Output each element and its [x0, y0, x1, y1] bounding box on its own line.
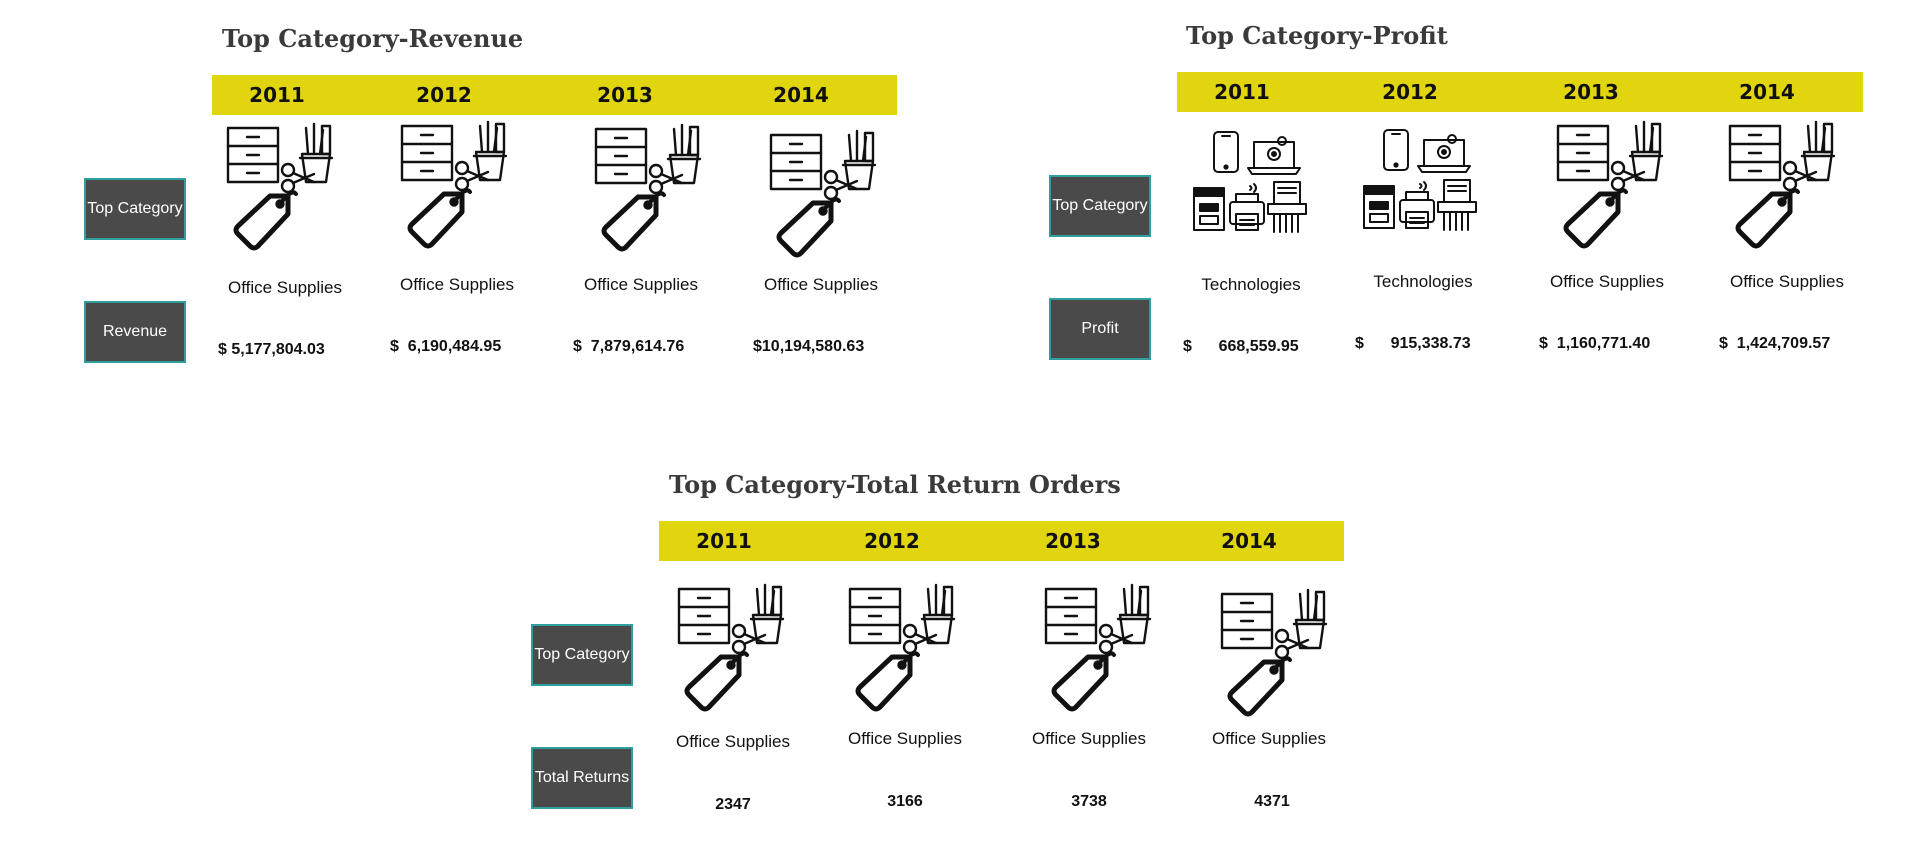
profit-value: $ 915,338.73 — [1355, 335, 1471, 352]
office-supplies-icon — [222, 122, 342, 258]
year-header: 2014 — [1739, 80, 1795, 104]
revenue-value: $ 5,177,804.03 — [218, 341, 325, 358]
technology-icon — [1193, 131, 1307, 233]
returns-value: 2347 — [715, 796, 751, 813]
office-supplies-icon — [1216, 588, 1336, 724]
revenue-year-bar: 2011 2012 2013 2014 — [212, 75, 897, 115]
category-label: Office Supplies — [1211, 729, 1327, 748]
row-label-top-category: Top Category — [1049, 175, 1151, 237]
year-header: 2012 — [864, 529, 920, 553]
category-label: Office Supplies — [675, 732, 791, 751]
year-header: 2013 — [1563, 80, 1619, 104]
category-label: Office Supplies — [763, 275, 879, 294]
office-supplies-icon — [673, 583, 793, 719]
revenue-value: $ 6,190,484.95 — [390, 338, 502, 355]
category-label: Office Supplies — [1031, 729, 1147, 748]
profit-value: $ 668,559.95 — [1183, 338, 1299, 355]
year-header: 2012 — [1382, 80, 1438, 104]
category-label: Technologies — [1373, 272, 1473, 291]
revenue-value: $ 7,879,614.76 — [573, 338, 685, 355]
profit-value: $ 1,160,771.40 — [1539, 335, 1651, 352]
year-header: 2011 — [249, 83, 305, 107]
year-header: 2013 — [1045, 529, 1101, 553]
year-header: 2012 — [416, 83, 472, 107]
office-supplies-icon — [1724, 120, 1844, 256]
category-label: Office Supplies — [583, 275, 699, 294]
technology-icon — [1363, 129, 1477, 231]
returns-value: 4371 — [1254, 793, 1290, 810]
returns-value: 3166 — [887, 793, 923, 810]
category-label: Office Supplies — [399, 275, 515, 294]
office-supplies-icon — [844, 583, 964, 719]
office-supplies-icon — [590, 123, 710, 259]
year-header: 2013 — [597, 83, 653, 107]
year-header: 2011 — [1214, 80, 1270, 104]
returns-year-bar: 2011 2012 2013 2014 — [659, 521, 1344, 561]
row-label-profit: Profit — [1049, 298, 1151, 360]
row-label-total-returns: Total Returns — [531, 747, 633, 809]
returns-title: Top Category-Total Return Orders — [669, 470, 1121, 499]
category-label: Technologies — [1201, 275, 1301, 294]
row-label-top-category: Top Category — [531, 624, 633, 686]
year-header: 2014 — [773, 83, 829, 107]
category-label: Office Supplies — [847, 729, 963, 748]
profit-year-bar: 2011 2012 2013 2014 — [1177, 72, 1863, 112]
category-label: Office Supplies — [1549, 272, 1665, 291]
year-header: 2014 — [1221, 529, 1277, 553]
profit-title: Top Category-Profit — [1186, 21, 1448, 50]
revenue-value: $10,194,580.63 — [753, 338, 865, 355]
row-label-top-category: Top Category — [84, 178, 186, 240]
office-supplies-icon — [396, 120, 516, 256]
revenue-title: Top Category-Revenue — [222, 24, 524, 53]
category-label: Office Supplies — [227, 278, 343, 297]
office-supplies-icon — [765, 129, 885, 265]
profit-value: $ 1,424,709.57 — [1719, 335, 1831, 352]
year-header: 2011 — [696, 529, 752, 553]
returns-value: 3738 — [1071, 793, 1107, 810]
office-supplies-icon — [1552, 120, 1672, 256]
category-label: Office Supplies — [1729, 272, 1845, 291]
office-supplies-icon — [1040, 583, 1160, 719]
row-label-revenue: Revenue — [84, 301, 186, 363]
